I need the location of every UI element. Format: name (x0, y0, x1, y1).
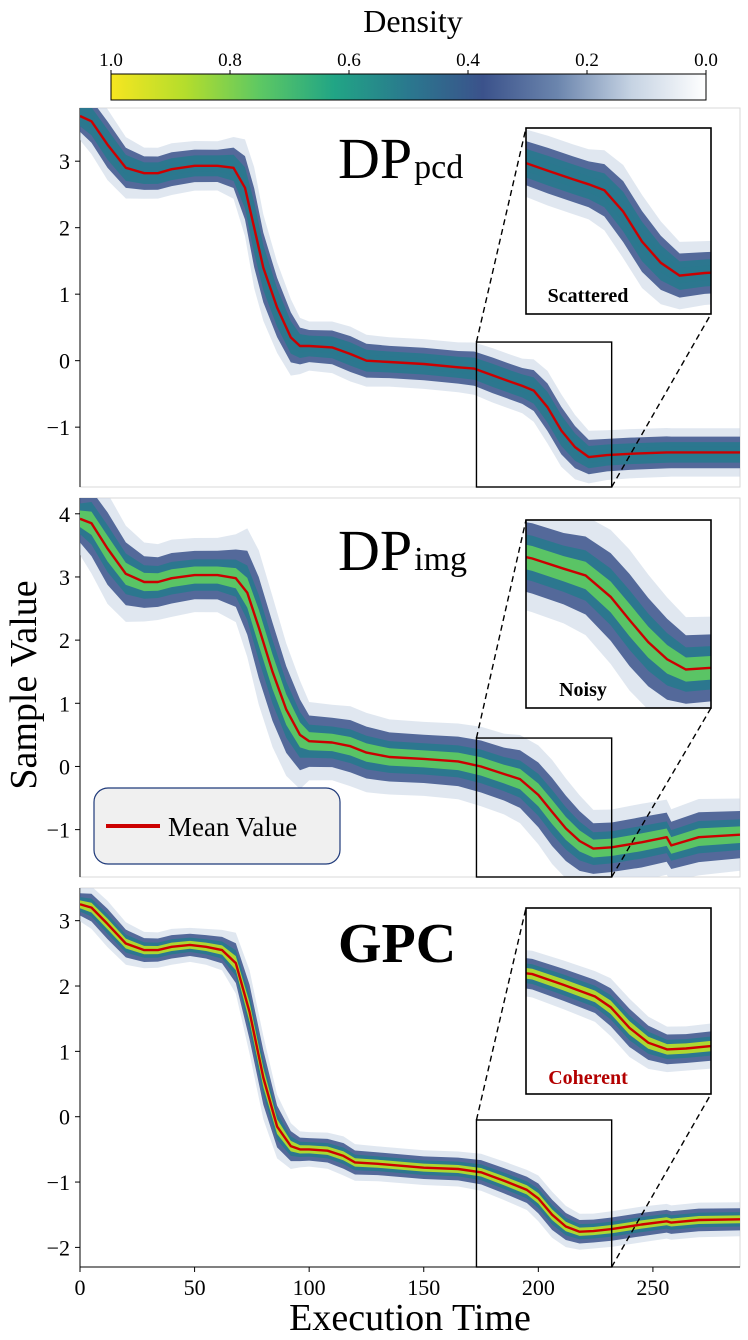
x-axis-label: Execution Time (289, 1297, 531, 1339)
y-axis-label: Sample Value (3, 580, 45, 789)
panel-2: 4 3 2 1 0 −1 Noisy DPimg (47, 497, 741, 878)
y-tick-label: 0 (59, 349, 70, 374)
y-tick-label: −1 (47, 1170, 70, 1195)
density-band-layer (80, 900, 740, 1236)
inset-mean-line (526, 972, 711, 1051)
y-tick-label: 1 (59, 282, 70, 307)
y-tick-label: −2 (47, 1235, 70, 1260)
zoom-label: Noisy (559, 679, 607, 701)
y-tick-label: 3 (59, 149, 70, 174)
panel-title: GPC (338, 913, 456, 975)
x-tick-label: 50 (184, 1275, 206, 1300)
zoom-connector (475, 907, 527, 1121)
x-tick-label: 250 (636, 1275, 669, 1300)
zoom-label: Coherent (548, 1067, 628, 1089)
mean-value-line (80, 903, 740, 1233)
panel-title: DPimg (338, 518, 467, 583)
y-tick-label: 0 (59, 754, 70, 779)
zoom-connector (611, 707, 712, 878)
x-tick-label: 0 (75, 1275, 86, 1300)
density-band-layer (80, 110, 740, 464)
plot-area (80, 888, 740, 1250)
colorbar-tick-label: 1.0 (99, 50, 123, 71)
panel-1: 3 2 1 0 −1 Scattered DPpcd (47, 107, 741, 488)
inset-plot (526, 520, 711, 708)
zoom-connector (611, 313, 712, 488)
inset-frame (525, 519, 712, 709)
y-tick-label: 2 (59, 216, 70, 241)
plot-area (80, 498, 740, 877)
mean-value-line (80, 517, 740, 850)
inset-density-layer (526, 155, 711, 284)
colorbar-tick-label: 0.8 (218, 50, 242, 71)
y-tick-label: 3 (59, 909, 70, 934)
inset-plot (526, 129, 711, 310)
y-tick-label: 1 (59, 691, 70, 716)
inset-frame (525, 907, 712, 1095)
y-tick-label: −1 (47, 818, 70, 843)
y-tick-label: −1 (47, 415, 70, 440)
inset-mean-line (526, 161, 711, 277)
zoom-connector (475, 519, 527, 739)
plot-area (80, 108, 740, 484)
y-tick-label: 1 (59, 1039, 70, 1064)
inset-plot (526, 950, 711, 1073)
panel-title: DPpcd (338, 126, 463, 191)
zoom-connector (475, 127, 527, 343)
inset-density-layer (526, 544, 711, 682)
zoom-region-box (475, 737, 613, 878)
zoom-connector (611, 1093, 712, 1268)
panel-3: 3 2 1 0 −1 −2 Coherent GPC (47, 887, 741, 1268)
inset-frame (525, 127, 712, 315)
y-tick-label: 4 (59, 502, 70, 527)
zoom-region-box (475, 341, 613, 488)
y-tick-label: 3 (59, 565, 70, 590)
x-tick-label: 150 (407, 1275, 440, 1300)
colorbar-tick-label: 0.0 (694, 50, 718, 71)
legend-label: Mean Value (168, 812, 297, 842)
colorbar-gradient (110, 73, 707, 101)
x-tick-label: 200 (522, 1275, 555, 1300)
panels: 3 2 1 0 −1 Scattered DPpcd 4 3 2 1 0 −1 Noisy DPimg 3 2 1… (47, 107, 741, 1268)
y-tick-label: 2 (59, 628, 70, 653)
zoom-label: Scattered (548, 285, 629, 307)
legend: Mean Value (93, 787, 341, 865)
y-tick-label: 2 (59, 974, 70, 999)
colorbar: Density 1.0 0.8 0.6 0.4 0.2 0.0 (99, 3, 718, 101)
inset-density-layer (526, 967, 711, 1055)
x-axis-ticks: 0 50 100 150 200 250 (75, 1266, 740, 1300)
legend-box (93, 787, 341, 865)
mean-value-line (80, 114, 740, 459)
colorbar-tick-label: 0.2 (575, 50, 599, 71)
x-tick-label: 100 (293, 1275, 326, 1300)
density-band-layer (80, 510, 740, 858)
y-tick-label: 0 (59, 1105, 70, 1130)
colorbar-tick-label: 0.4 (456, 50, 480, 71)
inset-mean-line (526, 555, 711, 671)
density-band-layer (80, 897, 740, 1240)
colorbar-tick-label: 0.6 (337, 50, 361, 71)
colorbar-ticks: 1.0 0.8 0.6 0.4 0.2 0.0 (99, 50, 718, 74)
colorbar-label: Density (363, 3, 463, 39)
